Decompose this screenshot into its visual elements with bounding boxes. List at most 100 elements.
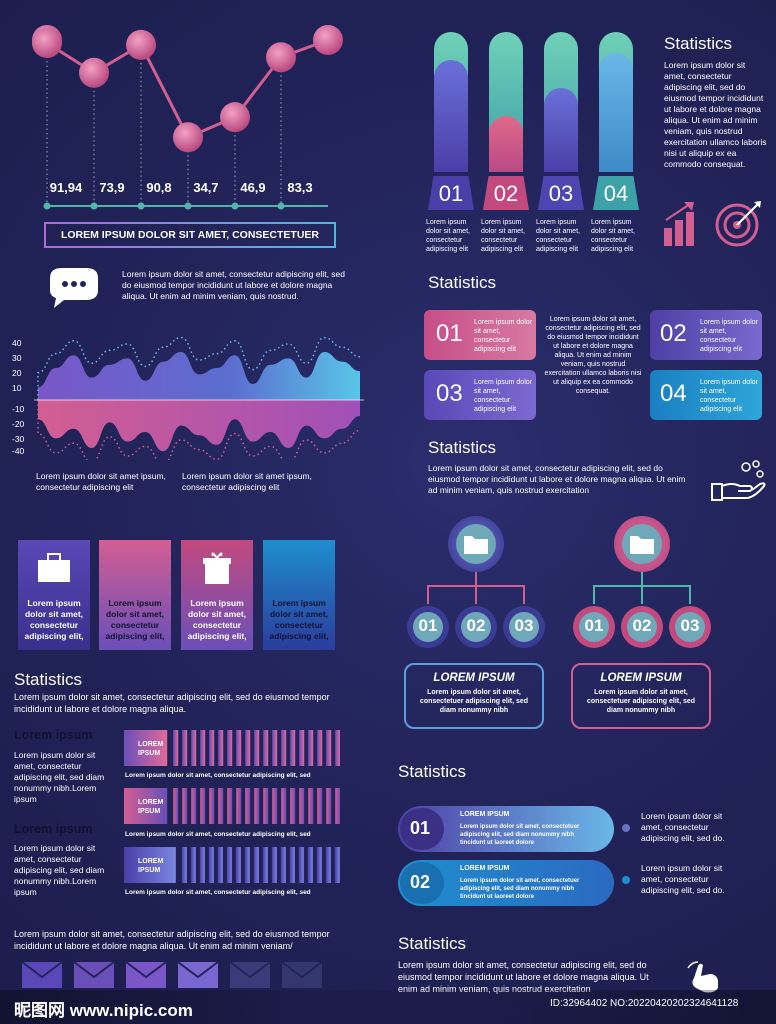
bar-stripe [263, 730, 269, 766]
line-value-labels: 91,94 73,9 90,8 34,7 46,9 83,3 [30, 180, 350, 198]
bottom-text: Lorem ipsum dolor sit amet, consectetur … [14, 929, 330, 951]
hand-coins-icon [711, 460, 766, 501]
bar-stripe [326, 730, 332, 766]
ytick: 10 [12, 383, 22, 393]
bar-label: LOREM IPSUM [138, 858, 164, 874]
bar-stripe [209, 730, 215, 766]
bar-stripe [280, 847, 286, 883]
stat1-text: Lorem ipsum dolor sit amet, consectetur … [664, 60, 767, 169]
bar-stripe [199, 847, 205, 883]
line-point [79, 57, 109, 88]
info-card: Lorem ipsum dolor sit amet, consectetur … [181, 540, 253, 650]
gift-box-icon [203, 552, 231, 584]
wave-bottom-area [38, 400, 360, 452]
bar-stripe [262, 847, 268, 883]
cyl-number: 04 [593, 176, 639, 210]
bar-stripe [308, 788, 314, 824]
bar-stripe [253, 847, 259, 883]
stat-box-number: 01 [436, 320, 463, 347]
axis-dot [137, 202, 145, 210]
line-point [173, 122, 203, 153]
striped-bars [124, 730, 340, 883]
axis-dot [277, 202, 285, 210]
cyl-caption: Lorem ipsum dolor sit amet, consectetur … [481, 219, 525, 253]
envelope-icon [21, 961, 63, 988]
org-node-labels: 01 02 03 01 02 03 [404, 616, 776, 640]
stat-box-text: Lorem ipsum dolor sit amet, consectetur … [700, 319, 758, 353]
stat-box-text: Lorem ipsum dolor sit amet, consectetur … [700, 379, 758, 413]
line-value-label: 91,94 [49, 180, 83, 195]
cyl-number: 01 [428, 176, 474, 210]
bar-stripe [227, 730, 233, 766]
cylinder-bar [544, 88, 578, 172]
cyl-number: 03 [538, 176, 584, 210]
tag-text: Lorem ipsum dolor sit amet, consectetuer… [460, 824, 580, 846]
bar-label: LOREM IPSUM [138, 799, 164, 815]
ytick: 20 [12, 368, 22, 378]
stat-box-text: Lorem ipsum dolor sit amet, consectetur … [474, 379, 532, 413]
tag-side-text: Lorem ipsum dolor sit amet, consectetur … [641, 811, 725, 843]
stat-box-text: Lorem ipsum dolor sit amet, consectetur … [474, 319, 532, 353]
bar-stripe [200, 788, 206, 824]
line-value-label: 90,8 [146, 180, 172, 195]
bar-stripe [235, 847, 241, 883]
bar-stripe [272, 730, 278, 766]
org-card: LOREM IPSUM Lorem ipsum dolor sit amet, … [571, 663, 711, 729]
stat-box-number: 04 [660, 380, 687, 407]
bar-stripe [227, 788, 233, 824]
bar-stripe [317, 788, 323, 824]
ytick: 40 [12, 338, 22, 348]
stat4-title: Statistics [14, 670, 83, 689]
info-card: Lorem ipsum dolor sit amet, consectetur … [263, 540, 335, 650]
target-icon [715, 201, 761, 247]
bar-label-block [124, 730, 168, 766]
wave-caption: Lorem ipsum dolor sit amet ipsum, consec… [182, 471, 312, 492]
bar-caption: Lorem ipsum dolor sit amet, consectetur … [125, 772, 311, 779]
envelope-icon [73, 961, 115, 988]
info-card-text: Lorem ipsum dolor sit amet, consectetur … [269, 598, 329, 641]
bar-stripe [334, 847, 340, 883]
bar-stripe [281, 730, 287, 766]
bar-stripe [208, 847, 214, 883]
bar-stripe [299, 788, 305, 824]
cylinder-bar [599, 53, 633, 172]
line-value-label: 34,7 [193, 180, 219, 195]
bar-stripe [181, 847, 187, 883]
wave-top-area [38, 352, 360, 400]
stat1-title: Statistics [664, 34, 733, 53]
watermark-bar [0, 990, 776, 1024]
axis-dot [90, 202, 98, 210]
bar-stripe [271, 847, 277, 883]
tag-title: LOREM IPSUM [460, 811, 510, 818]
info-card-text: Lorem ipsum dolor sit amet, consectetur … [105, 598, 165, 641]
bar-stripe [290, 788, 296, 824]
envelope-icon [229, 961, 271, 988]
stat3-text: Lorem ipsum dolor sit amet, consectetur … [428, 463, 686, 495]
bar-stripe [298, 847, 304, 883]
bar-stripe [326, 788, 332, 824]
org-card-text: Lorem ipsum dolor sit amet, consectetuer… [419, 689, 529, 714]
bar-stripe [245, 788, 251, 824]
org-node-label: 02 [466, 616, 486, 635]
bar-stripe [316, 847, 322, 883]
stat6-text: Lorem ipsum dolor sit amet, consectetur … [398, 960, 649, 994]
bar-stripe [244, 847, 250, 883]
bar-stripe [182, 730, 188, 766]
line-value-label: 83,3 [287, 180, 313, 195]
stat-box: 01 Lorem ipsum dolor sit amet, consectet… [424, 310, 536, 360]
bar-stripe [254, 788, 260, 824]
wave-yaxis: 40 30 20 10 -10 -20 -30 -40 [6, 336, 32, 460]
bar-stripe [191, 730, 197, 766]
info-card: Lorem ipsum dolor sit amet, consectetur … [99, 540, 171, 650]
bar-stripe [191, 788, 197, 824]
ytick: -40 [12, 446, 25, 456]
ytick: 30 [12, 353, 22, 363]
bullet-dot [622, 876, 630, 884]
bar-stripe [317, 730, 323, 766]
bar-stripe [236, 788, 242, 824]
axis-dot [184, 202, 192, 210]
stat5-title: Statistics [398, 762, 467, 781]
ytick: -20 [12, 419, 25, 429]
org-card-title: LOREM IPSUM [600, 672, 682, 684]
bar-stripe [245, 730, 251, 766]
